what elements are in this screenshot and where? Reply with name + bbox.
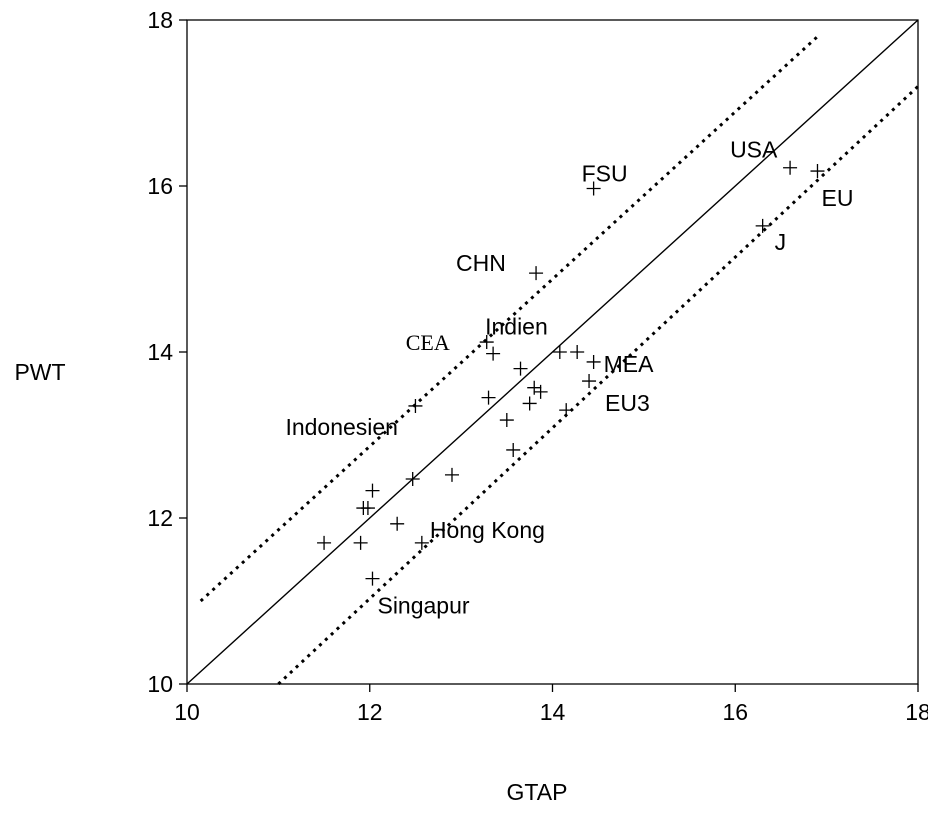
x-tick-label: 16: [722, 699, 748, 725]
data-point: [586, 181, 601, 196]
point-label-indonesien: Indonesien: [285, 414, 398, 440]
data-point: [317, 535, 332, 550]
data-point: [582, 374, 597, 389]
x-tick-label: 10: [174, 699, 200, 725]
data-point: [513, 361, 528, 376]
data-point: [360, 501, 375, 516]
data-point: [533, 384, 548, 399]
data-point: [353, 535, 368, 550]
data-point: [486, 346, 501, 361]
data-point: [559, 403, 574, 418]
y-tick-label: 10: [147, 671, 173, 697]
data-point: [365, 483, 380, 498]
dotted-band-line: [199, 35, 819, 603]
y-tick-label: 14: [147, 339, 173, 365]
data-point: [499, 413, 514, 428]
data-point: [755, 218, 770, 233]
point-label-cea: CEA: [406, 330, 450, 355]
data-point: [390, 516, 405, 531]
data-point: [529, 266, 544, 281]
diagonal-45-line: [186, 19, 919, 685]
x-tick-label: 12: [357, 699, 383, 725]
y-axis-title: PWT: [14, 359, 65, 385]
data-point: [414, 535, 429, 550]
data-point: [408, 398, 423, 413]
point-label-chn: CHN: [456, 250, 506, 276]
point-label-indien: Indien: [485, 314, 548, 340]
data-point: [444, 467, 459, 482]
dotted-band-line: [277, 85, 920, 686]
point-label-j: J: [775, 229, 787, 255]
point-label-eu3: EU3: [605, 390, 650, 416]
point-label-fsu: FSU: [582, 160, 628, 186]
data-point: [552, 345, 567, 359]
x-axis-title: GTAP: [507, 779, 568, 805]
point-label-singapur: Singapur: [377, 593, 469, 619]
point-label-usa: USA: [730, 137, 778, 163]
data-point: [405, 471, 420, 486]
data-point: [810, 164, 825, 179]
data-point: [506, 442, 521, 457]
y-tick-label: 16: [147, 173, 173, 199]
x-tick-label: 18: [905, 699, 928, 725]
data-point: [783, 160, 798, 175]
data-point: [586, 354, 601, 369]
data-point: [527, 380, 542, 395]
y-tick-label: 12: [147, 505, 173, 531]
data-point: [479, 335, 494, 350]
data-point: [522, 396, 537, 411]
point-label-hong-kong: Hong Kong: [430, 517, 545, 543]
data-point: [365, 571, 380, 586]
point-label-eu: EU: [821, 185, 853, 211]
data-point: [481, 390, 496, 405]
y-tick-label: 18: [147, 7, 173, 33]
point-label-mea: MEA: [604, 351, 655, 377]
x-tick-label: 14: [540, 699, 566, 725]
data-point: [570, 345, 585, 359]
